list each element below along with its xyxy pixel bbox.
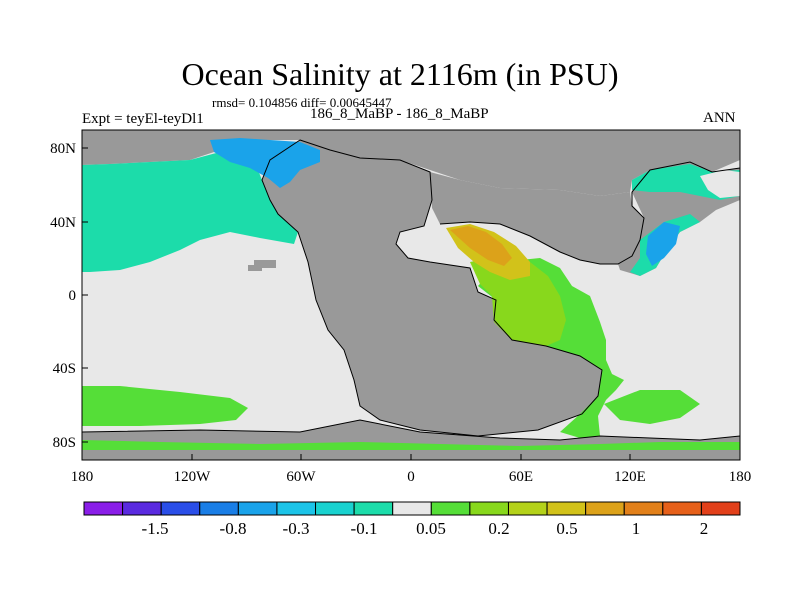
- colorbar: [83, 501, 741, 516]
- y-label-40n: 40N: [50, 215, 76, 231]
- colorbar-label: -0.8: [220, 519, 247, 538]
- colorbar-box: [315, 501, 355, 516]
- colorbar-box: [122, 501, 162, 516]
- colorbar-box: [507, 501, 548, 516]
- orange-basin: [450, 226, 512, 266]
- colorbar-box: [237, 501, 278, 516]
- colorbar-box: [585, 501, 625, 516]
- green-south-east: [604, 390, 700, 424]
- coastlines: [82, 139, 740, 441]
- land-west-continent: [262, 140, 602, 436]
- y-label-0: 0: [69, 288, 77, 304]
- land-island: [254, 260, 276, 268]
- colorbar-label: -0.3: [283, 519, 310, 538]
- land-east-continent: [430, 172, 644, 264]
- y-tick-labels: 80N 40N 0 40S 80S: [50, 141, 76, 451]
- colorbar-label: 0.5: [556, 519, 577, 538]
- x-tick-labels: 180 120W 60W 0 60E 120E 180: [71, 469, 752, 485]
- land-island-2: [248, 265, 262, 271]
- tick-marks: [81, 147, 741, 460]
- colorbar-box: [469, 501, 509, 516]
- colorbar-box: [353, 501, 394, 516]
- coastline-west: [261, 139, 603, 437]
- colorbar-box: [623, 501, 664, 516]
- y-label-80n: 80N: [50, 141, 76, 157]
- colorbar-label: 0.2: [488, 519, 509, 538]
- colorbar-box: [199, 501, 239, 516]
- stats-label: rmsd= 0.104856 diff= 0.00645447: [212, 95, 392, 110]
- colorbar-label: 2: [700, 519, 709, 538]
- colorbar-label: 0.05: [416, 519, 446, 538]
- blue-east: [646, 222, 680, 266]
- x-label-120e: 120E: [614, 469, 646, 485]
- colorbar-box: [160, 501, 201, 516]
- experiment-label: Expt = teyEl-teyDl1: [82, 111, 204, 127]
- green-south-strip: [82, 440, 740, 450]
- x-label-60w: 60W: [286, 469, 316, 485]
- land-arctic: [82, 130, 740, 196]
- colorbar-box: [546, 501, 587, 516]
- y-label-40s: 40S: [53, 361, 76, 377]
- x-label-0: 0: [407, 469, 415, 485]
- teal-north-pacific: [82, 150, 298, 272]
- x-label-60e: 60E: [509, 469, 533, 485]
- x-label-180w: 180: [71, 469, 94, 485]
- colorbar-label: -0.1: [351, 519, 378, 538]
- x-label-180e: 180: [729, 469, 752, 485]
- colorbar-box: [392, 501, 432, 516]
- colorbar-labels: -1.5 -0.8 -0.3 -0.1 0.05 0.2 0.5 1 2: [142, 519, 709, 538]
- colorbar-box: [700, 501, 741, 516]
- colorbar-box: [276, 501, 317, 516]
- colorbar-box: [662, 501, 702, 516]
- colorbar-box: [430, 501, 471, 516]
- chart-title: Ocean Salinity at 2116m (in PSU): [181, 56, 619, 92]
- colorbar-box: [83, 501, 124, 516]
- colorbar-label: 1: [632, 519, 641, 538]
- y-label-80s: 80S: [53, 435, 76, 451]
- season-label: ANN: [703, 110, 736, 126]
- coastline-east-coast: [631, 161, 740, 193]
- subtitle: 186_8_MaBP - 186_8_MaBP: [310, 106, 489, 122]
- yellowgreen-basin: [470, 256, 566, 346]
- coastline-east: [439, 192, 645, 265]
- near-zero-ne: [700, 170, 740, 198]
- blue-arctic: [210, 138, 320, 188]
- x-label-120w: 120W: [174, 469, 212, 485]
- colorbar-label: -1.5: [142, 519, 169, 538]
- coastline-antarctic: [82, 419, 740, 441]
- map-field: [82, 130, 740, 460]
- green-southern-ocean: [82, 386, 248, 426]
